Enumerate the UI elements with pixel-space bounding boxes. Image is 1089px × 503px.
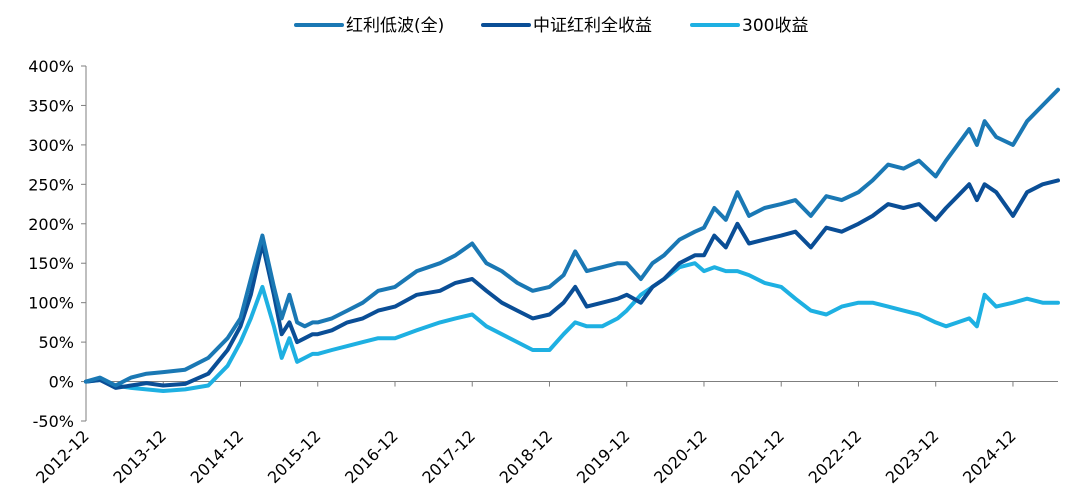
x-tick-label: 2013-12 xyxy=(109,426,170,487)
y-tick-label: 300% xyxy=(28,136,74,155)
series-line-2 xyxy=(84,261,1060,393)
legend: 红利低波(全) 中证红利全收益 300收益 xyxy=(294,16,808,36)
x-tick-label: 2020-12 xyxy=(650,426,711,487)
y-tick-label: 350% xyxy=(28,96,74,115)
x-tick-label: 2017-12 xyxy=(418,426,479,487)
y-tick-label: -50% xyxy=(33,412,74,431)
legend-label: 300收益 xyxy=(742,16,808,36)
x-tick-label: 2015-12 xyxy=(264,426,325,487)
y-tick-label: 200% xyxy=(28,215,74,234)
legend-label: 红利低波(全) xyxy=(346,16,444,36)
y-tick-label: 100% xyxy=(28,294,74,313)
x-tick-label: 2024-12 xyxy=(959,426,1020,487)
y-tick-label: 400% xyxy=(28,57,74,76)
x-tick-label: 2016-12 xyxy=(341,426,402,487)
y-tick-label: 250% xyxy=(28,175,74,194)
x-tick-label: 2012-12 xyxy=(32,426,93,487)
x-tick-label: 2014-12 xyxy=(187,426,248,487)
legend-label: 中证红利全收益 xyxy=(533,16,652,36)
y-tick-label: 50% xyxy=(38,333,74,352)
x-tick-label: 2018-12 xyxy=(496,426,557,487)
x-tick-label: 2023-12 xyxy=(882,426,943,487)
series-line-0 xyxy=(84,87,1060,388)
plot-area xyxy=(84,87,1060,393)
x-tick-label: 2022-12 xyxy=(805,426,866,487)
y-tick-label: 0% xyxy=(49,373,74,392)
x-tick-label: 2021-12 xyxy=(727,426,788,487)
y-axis: -50% 0% 50% 100% 150% 200% 250% 300% 350% 400% xyxy=(28,57,87,431)
y-tick-label: 150% xyxy=(28,254,74,273)
x-axis: 2012-12 2013-12 2014-12 2015-12 2016-12 2017-… xyxy=(32,381,1058,487)
x-tick-label: 2019-12 xyxy=(573,426,634,487)
